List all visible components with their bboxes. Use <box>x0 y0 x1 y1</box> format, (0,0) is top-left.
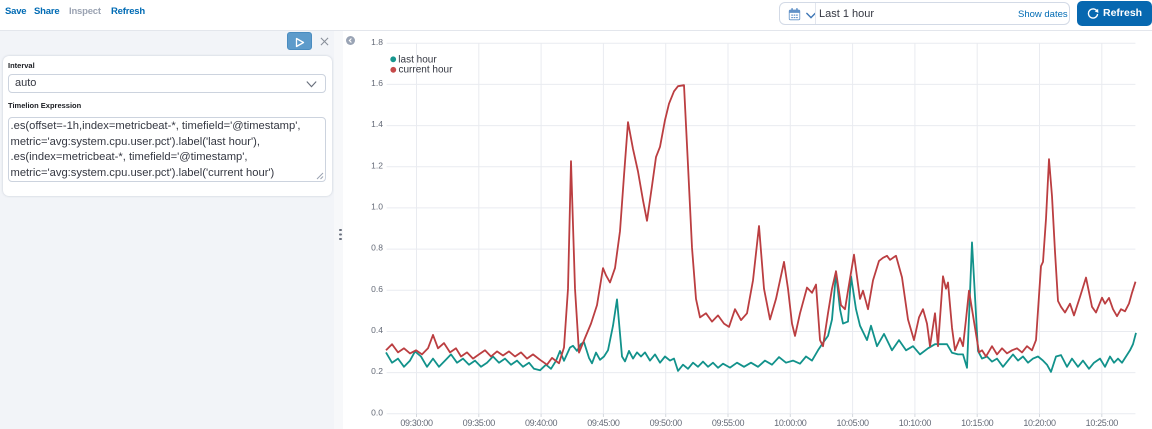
svg-text:0.8: 0.8 <box>371 243 383 253</box>
svg-text:10:20:00: 10:20:00 <box>1023 418 1056 428</box>
svg-text:1.6: 1.6 <box>371 78 383 88</box>
svg-text:09:55:00: 09:55:00 <box>712 418 745 428</box>
svg-text:09:40:00: 09:40:00 <box>525 418 558 428</box>
svg-text:0.0: 0.0 <box>371 407 383 417</box>
svg-text:1.2: 1.2 <box>371 160 383 170</box>
svg-text:10:25:00: 10:25:00 <box>1086 418 1119 428</box>
svg-text:10:10:00: 10:10:00 <box>899 418 932 428</box>
svg-text:09:45:00: 09:45:00 <box>587 418 620 428</box>
svg-text:last hour: last hour <box>398 54 437 65</box>
svg-text:10:05:00: 10:05:00 <box>836 418 869 428</box>
svg-text:1.4: 1.4 <box>371 119 383 129</box>
svg-text:0.6: 0.6 <box>371 284 383 294</box>
svg-text:09:50:00: 09:50:00 <box>650 418 683 428</box>
svg-text:0.2: 0.2 <box>371 366 383 376</box>
svg-text:09:35:00: 09:35:00 <box>463 418 496 428</box>
svg-text:09:30:00: 09:30:00 <box>400 418 433 428</box>
svg-text:1.8: 1.8 <box>371 37 383 47</box>
svg-text:10:00:00: 10:00:00 <box>774 418 807 428</box>
svg-text:current hour: current hour <box>399 65 454 76</box>
svg-text:1.0: 1.0 <box>371 202 383 212</box>
svg-text:10:15:00: 10:15:00 <box>961 418 994 428</box>
svg-text:0.4: 0.4 <box>371 325 383 335</box>
